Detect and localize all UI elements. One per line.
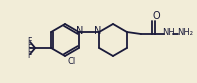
Text: NH: NH [163, 27, 175, 37]
Text: F: F [27, 37, 31, 45]
Text: N: N [76, 26, 83, 36]
Text: Cl: Cl [68, 58, 76, 66]
Text: F: F [27, 50, 31, 60]
Text: NH₂: NH₂ [177, 27, 193, 37]
Text: N: N [94, 26, 102, 36]
Text: O: O [152, 11, 160, 21]
Text: F: F [27, 43, 31, 53]
